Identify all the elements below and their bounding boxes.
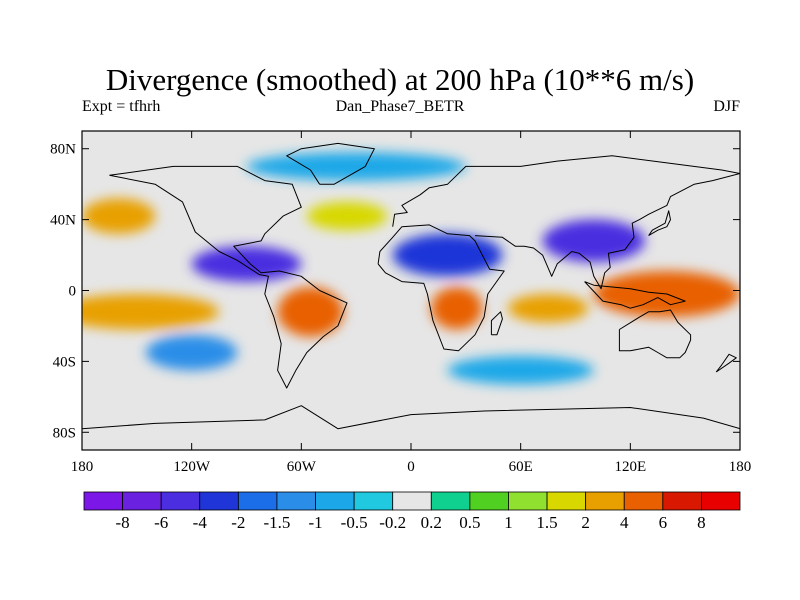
coastline — [715, 353, 737, 373]
coastline — [584, 281, 686, 309]
itcz-pacific-divergence — [82, 294, 220, 330]
colorbar-label: 0.5 — [459, 513, 480, 532]
colorbar-label: 1.5 — [536, 513, 557, 532]
season-label: DJF — [713, 98, 740, 115]
colorbar-label: 0.2 — [421, 513, 442, 532]
colorbar-label: 1 — [504, 513, 513, 532]
subtropical-convergence — [191, 246, 302, 282]
colorbar-label: 8 — [697, 513, 706, 532]
colorbar-swatch — [701, 491, 741, 511]
x-tick-label: 60E — [509, 459, 533, 475]
colorbar-label: 4 — [620, 513, 629, 532]
y-tick-label: 40S — [53, 354, 76, 370]
colorbar-swatch — [353, 491, 394, 511]
run-name-label: Dan_Phase7_BETR — [335, 98, 465, 115]
southern-ocean-convergence — [447, 356, 594, 385]
y-tick-label: 80S — [53, 425, 76, 441]
north-pacific-divergence — [82, 198, 156, 234]
colorbar-swatch — [392, 491, 432, 511]
colorbar-swatch — [469, 491, 509, 511]
coastline — [109, 165, 348, 389]
x-tick-label: 0 — [407, 459, 415, 475]
sahara-convergence — [392, 233, 503, 277]
arctic-convergence — [246, 152, 466, 181]
colorbar-swatch — [276, 491, 316, 511]
coastline — [648, 210, 671, 237]
colorbar-swatch — [623, 491, 664, 511]
coastline — [618, 309, 692, 359]
africa-divergence — [431, 286, 483, 330]
coastline — [474, 173, 740, 290]
chart-title: Divergence (smoothed) at 200 hPa (10**6 … — [105, 62, 695, 97]
x-tick-label: 120W — [173, 459, 211, 475]
colorbar-swatch — [160, 491, 201, 511]
y-tick-label: 0 — [69, 284, 77, 300]
x-tick-label: 180 — [71, 459, 94, 475]
south-pacific-convergence — [145, 334, 238, 371]
colorbar-label: 6 — [659, 513, 668, 532]
colorbar-label: -1.5 — [263, 513, 290, 532]
colorbar-swatch — [662, 491, 702, 511]
colorbar-label: -0.2 — [379, 513, 406, 532]
experiment-label: Expt = tfhrh — [82, 98, 161, 115]
coastline — [82, 405, 740, 430]
y-tick-label: 80N — [50, 142, 76, 158]
coastline — [286, 142, 375, 185]
colorbar-swatch — [585, 491, 625, 511]
asia-convergence — [542, 219, 645, 263]
indian-ocean-divergence — [507, 294, 589, 323]
x-tick-label: 120E — [614, 459, 646, 475]
coastline — [490, 311, 503, 336]
colorbar-label: -1 — [308, 513, 322, 532]
colorbar-swatch — [83, 491, 123, 511]
colorbar-label: -2 — [231, 513, 245, 532]
colorbar-swatch — [546, 491, 587, 511]
x-tick-label: 60W — [287, 459, 317, 475]
colorbar-swatch — [315, 491, 355, 511]
colorbar-swatch — [199, 491, 239, 511]
y-tick-label: 40N — [50, 213, 76, 229]
south-america-divergence — [277, 286, 344, 337]
colorbar-swatch — [508, 491, 548, 511]
north-atlantic-divergence — [306, 201, 388, 231]
colorbar-label: 2 — [581, 513, 590, 532]
colorbar-swatch — [430, 491, 471, 511]
colorbar-label: -4 — [193, 513, 208, 532]
colorbar-swatch — [237, 491, 278, 511]
colorbar-label: -0.5 — [341, 513, 368, 532]
colorbar-label: -8 — [116, 513, 130, 532]
colorbar-label: -6 — [154, 513, 168, 532]
coastline — [392, 155, 740, 227]
x-tick-label: 180 — [729, 459, 752, 475]
coastline — [377, 224, 505, 352]
colorbar-swatch — [122, 491, 162, 511]
